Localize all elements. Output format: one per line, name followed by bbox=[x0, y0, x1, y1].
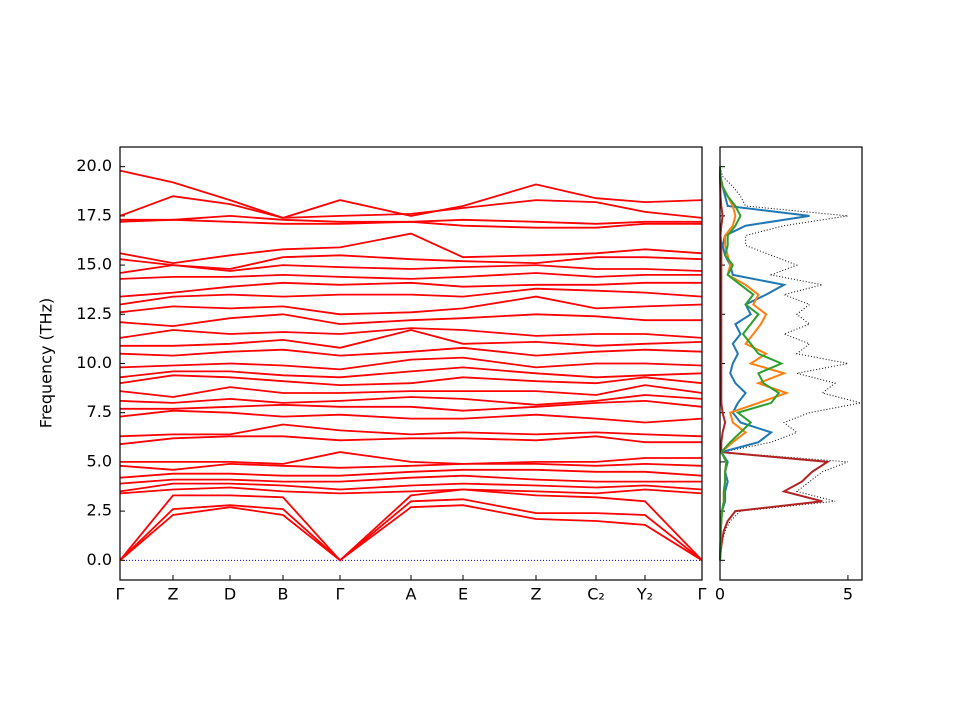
band-line bbox=[119, 394, 703, 406]
x-tick-label: Γ bbox=[336, 585, 345, 604]
y-axis-label: Frequency (THz) bbox=[37, 298, 56, 428]
x-tick-label: Y₂ bbox=[636, 585, 653, 604]
y-tick-label: 20.0 bbox=[76, 156, 112, 175]
band-line bbox=[119, 498, 703, 562]
x-tick-label: A bbox=[406, 585, 417, 604]
band-line bbox=[119, 232, 703, 265]
y-tick-label: 10.0 bbox=[76, 353, 112, 372]
band-line bbox=[119, 264, 703, 274]
band-line bbox=[120, 214, 702, 225]
band-line bbox=[119, 482, 703, 493]
band-line bbox=[119, 486, 703, 495]
y-tick-label: 7.5 bbox=[87, 402, 112, 421]
band-line bbox=[120, 329, 703, 349]
x-tick-label: Γ bbox=[116, 585, 125, 604]
y-tick-label: 2.5 bbox=[87, 501, 112, 520]
dos-line bbox=[719, 166, 861, 561]
band-line bbox=[120, 451, 702, 465]
x-tick-label: Z bbox=[168, 585, 179, 604]
band-line bbox=[119, 295, 703, 316]
band-line bbox=[119, 384, 703, 398]
dos-line bbox=[719, 166, 831, 561]
y-tick-label: 0.0 bbox=[87, 550, 112, 569]
x-tick-label: C₂ bbox=[587, 585, 605, 604]
band-line bbox=[119, 468, 703, 479]
band-line bbox=[119, 435, 702, 446]
x-tick-label: Z bbox=[531, 585, 542, 604]
band-line bbox=[119, 423, 703, 438]
dos-line bbox=[719, 166, 790, 561]
plot-frame bbox=[119, 146, 703, 581]
band-line bbox=[119, 346, 703, 357]
y-tick-label: 12.5 bbox=[76, 304, 112, 323]
band-line bbox=[119, 504, 703, 562]
band-line bbox=[119, 287, 703, 306]
dos-line bbox=[719, 166, 810, 561]
y-tick-label: 15.0 bbox=[76, 255, 112, 274]
x-tick-label: E bbox=[458, 585, 468, 604]
band-line bbox=[119, 272, 702, 280]
dos-line bbox=[719, 166, 784, 561]
band-line bbox=[119, 169, 703, 219]
x-tick-label: D bbox=[224, 585, 236, 604]
band-line bbox=[119, 409, 703, 424]
band-line bbox=[119, 374, 703, 387]
x-tick-label: 0 bbox=[715, 585, 725, 604]
band-line bbox=[119, 474, 702, 485]
band-line bbox=[119, 462, 703, 471]
band-line bbox=[119, 281, 702, 298]
band-line bbox=[119, 327, 703, 339]
band-line bbox=[119, 356, 703, 371]
dos-frame bbox=[719, 146, 863, 581]
x-tick-label: Γ bbox=[698, 585, 707, 604]
band-line bbox=[120, 399, 703, 412]
x-tick-label: B bbox=[278, 585, 289, 604]
y-tick-label: 17.5 bbox=[76, 205, 112, 224]
band-line bbox=[119, 254, 703, 270]
band-line bbox=[119, 195, 703, 219]
band-line bbox=[119, 488, 703, 562]
band-line bbox=[119, 313, 702, 328]
band-line bbox=[119, 366, 703, 379]
x-tick-label: 5 bbox=[843, 585, 853, 604]
y-tick-label: 5.0 bbox=[87, 451, 112, 470]
